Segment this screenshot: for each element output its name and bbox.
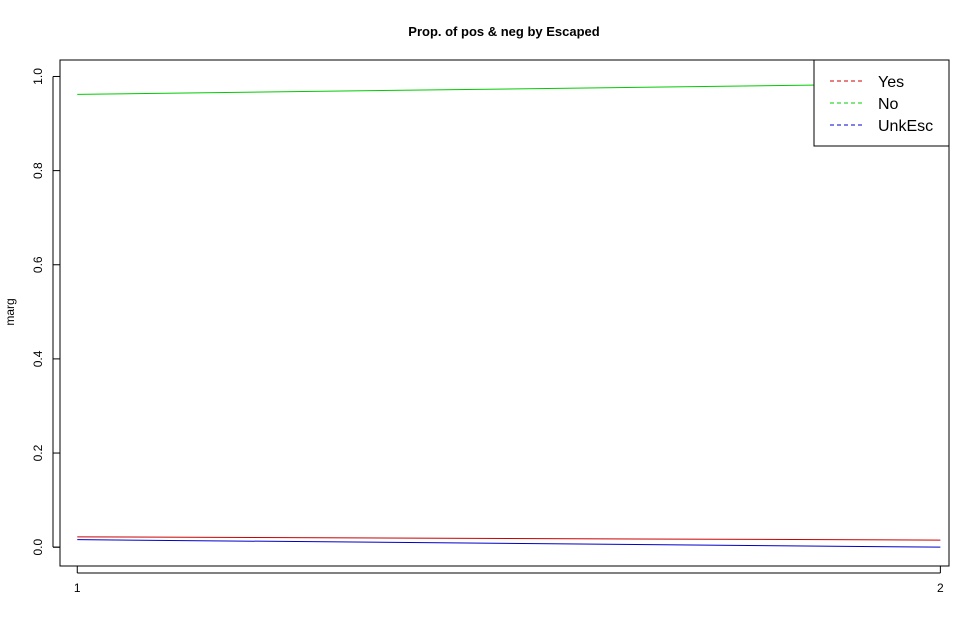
chart-title: Prop. of pos & neg by Escaped bbox=[408, 24, 599, 39]
y-tick-label: 0.6 bbox=[31, 256, 45, 273]
series-line-yes bbox=[77, 536, 941, 541]
legend-label-yes: Yes bbox=[878, 74, 904, 91]
y-axis-label: marg bbox=[3, 298, 17, 325]
y-tick-label: 0.4 bbox=[31, 350, 45, 367]
series-lines bbox=[77, 83, 941, 548]
plot-area-border bbox=[59, 59, 950, 567]
x-tick-label: 1 bbox=[74, 581, 81, 595]
y-axis: 0.0 0.2 0.4 0.6 0.8 1.0 bbox=[31, 68, 60, 556]
legend-label-unkesc: UnkEsc bbox=[878, 118, 933, 135]
y-tick-label: 0.8 bbox=[31, 162, 45, 179]
x-tick-label: 2 bbox=[937, 581, 944, 595]
series-line-unkesc bbox=[77, 539, 941, 548]
legend-label-no: No bbox=[878, 96, 899, 113]
legend-box bbox=[813, 59, 950, 147]
series-line-no bbox=[77, 83, 941, 95]
y-tick-label: 0.2 bbox=[31, 444, 45, 461]
legend: Yes No UnkEsc bbox=[813, 59, 950, 147]
y-tick-label: 1.0 bbox=[31, 68, 45, 85]
y-tick-label: 0.0 bbox=[31, 539, 45, 556]
